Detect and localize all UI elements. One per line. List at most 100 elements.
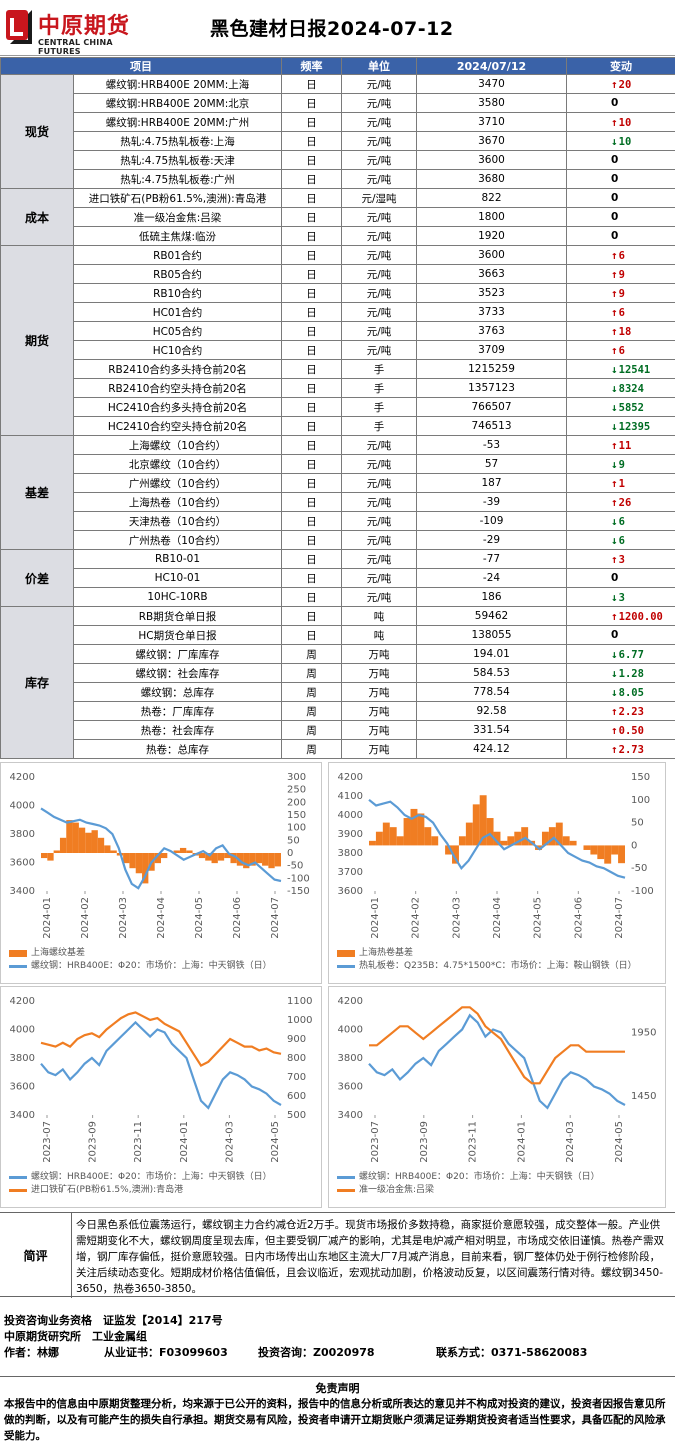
- cell-change: ↑11: [566, 435, 675, 455]
- change-value: 6: [618, 344, 625, 357]
- cell-change: 0: [566, 150, 675, 170]
- charts-area: 4200 4000 3800 3600 3400 300 250 200 150 100 50 0 -5…: [0, 760, 675, 1210]
- table-header-row: 项目 频率 单位 2024/07/12 变动: [0, 57, 675, 75]
- cell-freq: 日: [281, 530, 342, 550]
- right-axis-tick: -150: [287, 886, 310, 897]
- basis-bar: [403, 818, 411, 846]
- x-axis-tick: 2024-01: [370, 897, 381, 939]
- chart-svg: 4200 4000 3800 3600 3400 1950 1450 2023-07 2023-…: [338, 996, 657, 1163]
- arrow-up-icon: ↑: [611, 305, 618, 319]
- basis-bar: [142, 853, 149, 884]
- cell-freq: 日: [281, 606, 342, 626]
- cell-unit: 元/吨: [341, 549, 417, 569]
- legend-swatch: [337, 1189, 355, 1192]
- table-row: HC期货仓单日报日吨 138055 0: [1, 625, 675, 645]
- x-axis-tick: 2023-11: [468, 1121, 479, 1163]
- cell-freq: 日: [281, 416, 342, 436]
- legend-swatch: [337, 1176, 355, 1179]
- cell-item: HC05合约: [73, 321, 282, 341]
- left-axis-tick: 3800: [338, 848, 363, 859]
- basis-bar: [135, 853, 143, 874]
- table-row: RB2410合约空头持仓前20名日手 1357123 ↓8324: [1, 378, 675, 398]
- arrow-up-icon: ↑: [611, 324, 618, 338]
- logo-cn: 中原期货: [38, 14, 131, 39]
- cell-unit: 元/吨: [341, 169, 417, 189]
- x-axis-tick: 2024-05: [194, 897, 205, 939]
- left-axis-tick: 4200: [338, 772, 363, 783]
- right-axis-tick: 0: [631, 840, 637, 851]
- cell-unit: 元/吨: [341, 492, 417, 512]
- cell-change: ↓6: [566, 511, 675, 531]
- cell-value: 3670: [416, 131, 567, 151]
- table-row: 热轧:4.75热轧板卷:天津日元/吨 3600 0: [1, 150, 675, 170]
- arrow-up-icon: ↑: [611, 343, 618, 357]
- org-text: 中原期货研究所 工业金属组: [4, 1330, 147, 1343]
- cell-freq: 日: [281, 131, 342, 151]
- rebar-iron-ore-chart: 4200 4000 3800 3600 3400 1100 1000 900 800 700 600…: [0, 986, 322, 1208]
- change-value: 2.23: [618, 705, 644, 718]
- x-axis-tick: 2024-02: [80, 897, 91, 939]
- cell-item: 热卷：厂库库存: [73, 701, 282, 721]
- arrow-up-icon: ↑: [611, 115, 618, 129]
- cell-value: 1800: [416, 207, 567, 227]
- cell-value: 746513: [416, 416, 567, 436]
- cell-value: 3580: [416, 93, 567, 113]
- cell-unit: 元/吨: [341, 245, 417, 265]
- review-label: 简评: [0, 1213, 72, 1298]
- category-cell: 价差: [0, 549, 74, 607]
- left-axis-tick: 3900: [338, 829, 363, 840]
- legend-item: 螺纹钢：HRB400E：Φ20：市场价：上海：中天钢铁（日）: [9, 1171, 313, 1184]
- rebar-coke-chart: 4200 4000 3800 3600 3400 1950 1450 2023-07 2023-…: [328, 986, 666, 1208]
- cell-unit: 手: [341, 359, 417, 379]
- arrow-up-icon: ↑: [611, 742, 618, 756]
- change-value: 5852: [618, 401, 644, 414]
- change-value: 11: [618, 439, 632, 452]
- cell-change: ↓3: [566, 587, 675, 607]
- category-cell: 库存: [0, 606, 74, 759]
- basis-bar: [618, 845, 625, 864]
- arrow-up-icon: ↑: [611, 723, 618, 737]
- basis-bar: [104, 845, 111, 853]
- legend-label: 进口铁矿石(PB粉61.5%,澳洲):青岛港: [31, 1185, 184, 1195]
- cell-freq: 日: [281, 473, 342, 493]
- table-row: 热卷：总库存周万吨 424.12 ↑2.73: [1, 739, 675, 759]
- cell-freq: 日: [281, 511, 342, 531]
- cell-value: 3733: [416, 302, 567, 322]
- chart-legend: 螺纹钢：HRB400E：Φ20：市场价：上海：中天钢铁（日） 准一级冶金焦:吕梁: [337, 1171, 657, 1197]
- change-value: 6.77: [618, 648, 644, 661]
- cell-freq: 日: [281, 169, 342, 189]
- right-axis-tick: -100: [287, 873, 310, 884]
- cell-unit: 吨: [341, 606, 417, 626]
- basis-bar: [410, 808, 418, 846]
- legend-label: 上海螺纹基差: [31, 948, 86, 958]
- left-axis-tick: 4200: [338, 996, 363, 1007]
- category-cell: 基差: [0, 435, 74, 550]
- legend-label: 螺纹钢：HRB400E：Φ20：市场价：上海：中天钢铁（日）: [359, 1172, 600, 1182]
- cell-value: 3663: [416, 264, 567, 284]
- chart-svg: 4200 4000 3800 3600 3400 1100 1000 900 800 700 600…: [10, 996, 313, 1163]
- chart-legend: 上海螺纹基差 螺纹钢：HRB400E：Φ20：市场价：上海：中天钢铁（日）: [9, 947, 313, 973]
- arrow-up-icon: ↑: [611, 248, 618, 262]
- table-row: 热轧:4.75热轧板卷:上海日元/吨 3670 ↓10: [1, 131, 675, 151]
- cell-item: HC10合约: [73, 340, 282, 360]
- cell-change: ↑26: [566, 492, 675, 512]
- cell-unit: 元/吨: [341, 435, 417, 455]
- change-value: 0: [611, 173, 619, 185]
- cell-freq: 周: [281, 720, 342, 740]
- change-value: 20: [618, 78, 632, 91]
- cell-freq: 日: [281, 93, 342, 113]
- cell-change: 0: [566, 169, 675, 189]
- change-value: 0.50: [618, 724, 644, 737]
- right-axis-tick: 150: [287, 810, 306, 821]
- legend-swatch: [337, 950, 355, 957]
- right-axis-tick: 1000: [287, 1015, 312, 1026]
- cell-unit: 元/吨: [341, 454, 417, 474]
- chart-legend: 螺纹钢：HRB400E：Φ20：市场价：上海：中天钢铁（日） 进口铁矿石(PB粉6…: [9, 1171, 313, 1197]
- cell-value: 424.12: [416, 739, 567, 759]
- right-axis-tick: 50: [631, 818, 644, 829]
- left-axis-tick: 3400: [10, 886, 35, 897]
- cell-unit: 元/吨: [341, 473, 417, 493]
- cell-freq: 日: [281, 264, 342, 284]
- cell-value: 59462: [416, 606, 567, 626]
- arrow-down-icon: ↓: [611, 685, 618, 699]
